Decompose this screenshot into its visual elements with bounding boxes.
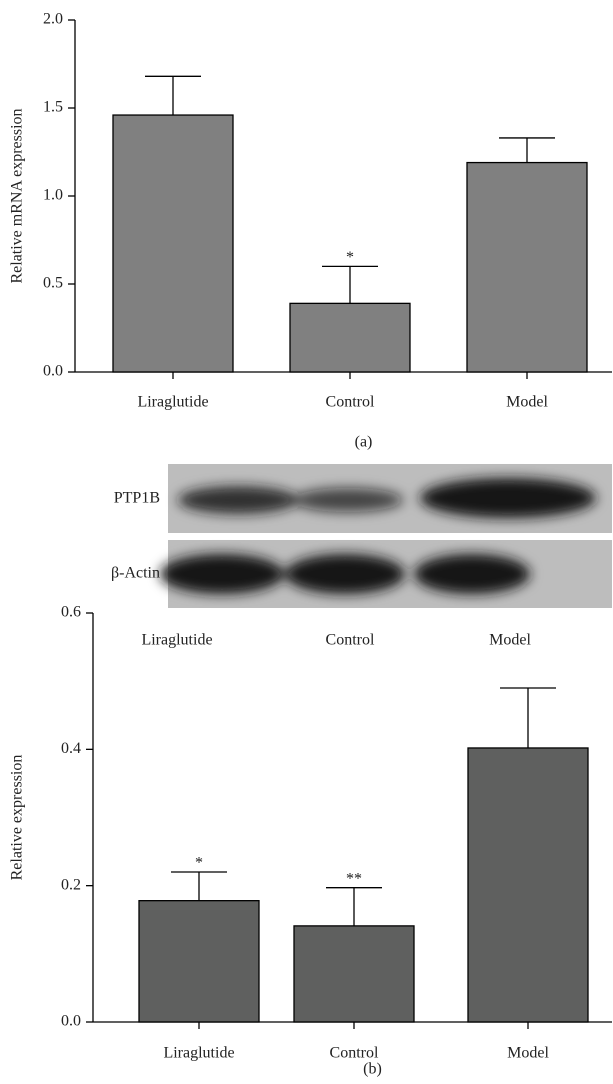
- bar: [466, 161, 588, 373]
- y-tick-label: 0.0: [43, 363, 63, 380]
- y-tick-label: 0.2: [61, 876, 81, 893]
- band: [160, 554, 284, 594]
- western-blot: [160, 464, 612, 608]
- band: [414, 554, 530, 594]
- bar: [112, 114, 234, 373]
- band: [178, 486, 298, 514]
- y-tick-label: 0.6: [61, 604, 81, 621]
- blot-lane-label: Liraglutide: [141, 632, 212, 649]
- blot-lane-label: Model: [489, 632, 531, 649]
- y-tick-label: 0.5: [43, 275, 63, 292]
- x-tick-label: Control: [326, 394, 375, 411]
- y-axis-label: Relative mRNA expression: [9, 108, 26, 283]
- blot-lane-label: Control: [326, 632, 375, 649]
- bar: [293, 925, 415, 1023]
- significance-marker: *: [195, 855, 203, 872]
- bar: [467, 747, 589, 1023]
- x-tick-label: Liraglutide: [137, 394, 208, 411]
- significance-marker: *: [346, 249, 354, 266]
- x-tick-label: Model: [506, 394, 548, 411]
- panel-caption: (a): [355, 434, 373, 451]
- band: [285, 554, 405, 594]
- y-tick-label: 0.0: [61, 1013, 81, 1030]
- panel-caption: (b): [363, 1061, 382, 1078]
- y-tick-label: 0.4: [61, 740, 81, 757]
- significance-marker: **: [346, 870, 362, 887]
- x-tick-label: Model: [507, 1045, 549, 1062]
- x-tick-label: Liraglutide: [163, 1045, 234, 1062]
- blot-row-label: β-Actin: [111, 565, 160, 582]
- y-tick-label: 1.0: [43, 187, 63, 204]
- band: [293, 488, 403, 512]
- y-tick-label: 1.5: [43, 99, 63, 116]
- y-tick-label: 2.0: [43, 11, 63, 28]
- bar: [289, 302, 411, 373]
- x-tick-label: Control: [330, 1045, 379, 1062]
- band: [420, 478, 596, 518]
- blot-row-label: PTP1B: [114, 490, 160, 507]
- y-axis-label: Relative expression: [9, 755, 26, 881]
- bar: [138, 900, 260, 1023]
